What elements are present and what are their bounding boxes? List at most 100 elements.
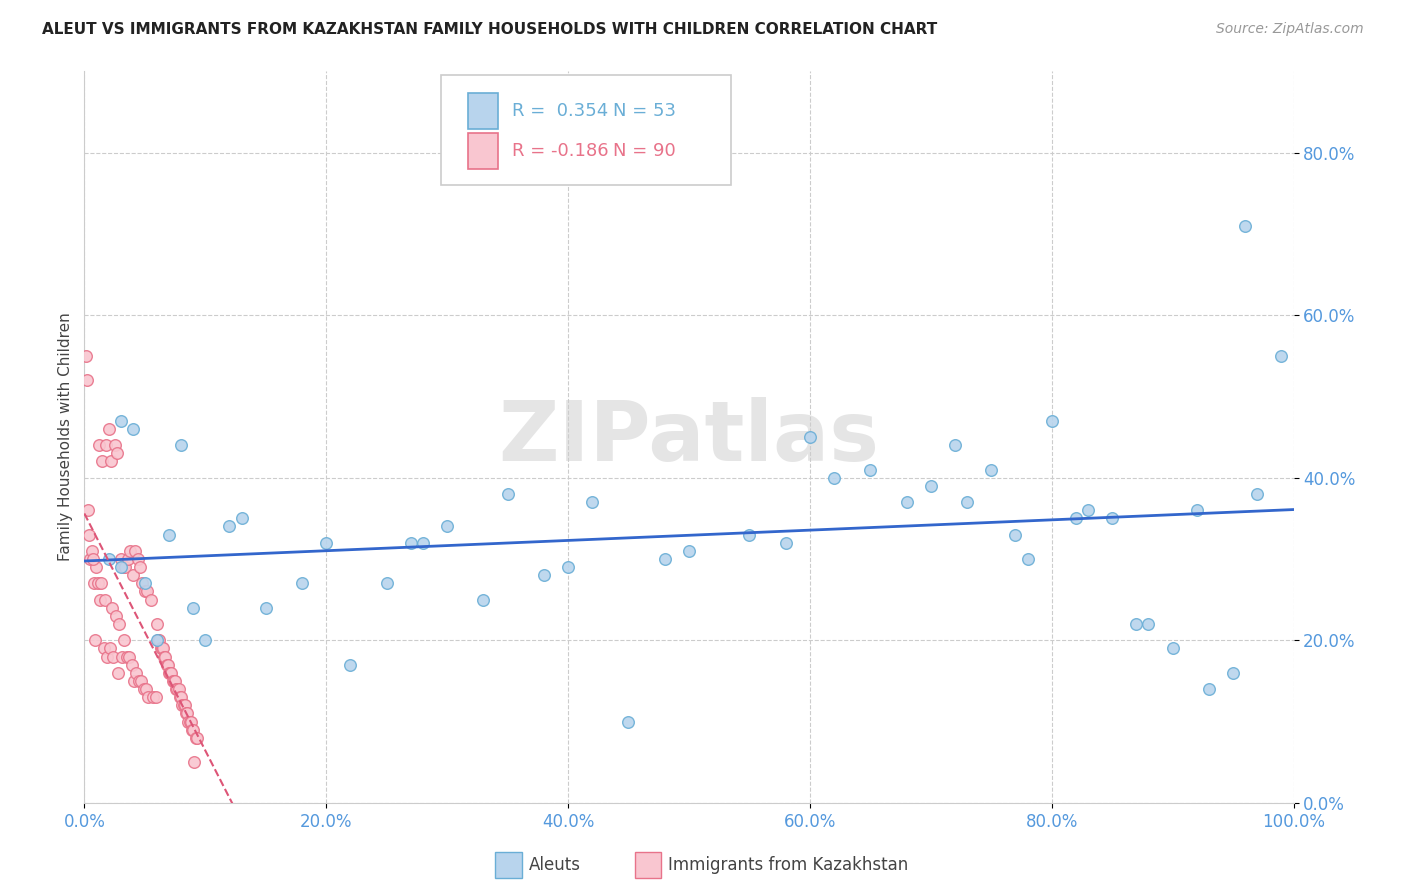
Text: ALEUT VS IMMIGRANTS FROM KAZAKHSTAN FAMILY HOUSEHOLDS WITH CHILDREN CORRELATION : ALEUT VS IMMIGRANTS FROM KAZAKHSTAN FAMI… (42, 22, 938, 37)
Point (1246, 487, 1268, 501)
Text: Source: ZipAtlas.com: Source: ZipAtlas.com (1216, 22, 1364, 37)
Point (125, 665, 148, 680)
Point (231, 511, 253, 525)
Point (112, 560, 135, 574)
Point (1234, 219, 1257, 233)
Point (181, 600, 204, 615)
Point (173, 698, 195, 713)
Point (339, 657, 361, 672)
Point (156, 657, 179, 672)
Point (129, 673, 152, 688)
Point (93, 641, 115, 656)
Point (496, 487, 519, 501)
Point (920, 479, 942, 493)
Point (472, 592, 495, 607)
Point (76, 373, 98, 387)
Point (91, 454, 114, 468)
Point (115, 649, 138, 664)
Point (315, 535, 337, 549)
Point (118, 649, 141, 664)
Text: ZIPatlas: ZIPatlas (499, 397, 879, 477)
Point (1064, 511, 1087, 525)
Point (89, 592, 111, 607)
Point (129, 560, 152, 574)
Point (155, 657, 177, 672)
Point (399, 535, 422, 549)
Point (145, 690, 167, 705)
Point (124, 544, 146, 558)
Point (254, 600, 277, 615)
Point (159, 665, 181, 680)
Point (127, 552, 149, 566)
Point (134, 584, 156, 599)
Point (617, 714, 640, 729)
Point (177, 714, 200, 729)
Point (105, 446, 128, 460)
Point (104, 438, 127, 452)
Point (1137, 617, 1160, 632)
Point (181, 723, 204, 737)
Point (77, 527, 100, 541)
Point (153, 649, 176, 664)
Point (163, 673, 186, 688)
Point (80, 544, 103, 558)
Point (179, 714, 201, 729)
Point (110, 552, 132, 566)
Point (823, 471, 845, 485)
Point (142, 690, 165, 705)
Text: Immigrants from Kazakhstan: Immigrants from Kazakhstan (668, 856, 908, 874)
Point (775, 535, 797, 549)
Text: N = 90: N = 90 (613, 142, 675, 160)
Point (173, 698, 195, 713)
Point (186, 731, 208, 745)
Point (104, 608, 127, 623)
Point (896, 495, 918, 509)
Point (122, 673, 145, 688)
Point (117, 552, 139, 566)
Text: R = -0.186: R = -0.186 (512, 142, 609, 160)
Point (956, 495, 979, 509)
Point (172, 698, 194, 713)
Point (738, 527, 761, 541)
Point (97, 422, 120, 436)
Point (120, 544, 142, 558)
Point (135, 681, 157, 696)
Point (79, 552, 101, 566)
Point (183, 755, 205, 769)
Point (980, 462, 1002, 476)
Point (859, 462, 882, 476)
Point (1222, 665, 1244, 680)
Point (121, 657, 143, 672)
Point (146, 633, 169, 648)
Point (1004, 527, 1026, 541)
Point (112, 633, 135, 648)
Point (170, 438, 193, 452)
Point (436, 519, 458, 533)
Point (100, 454, 122, 468)
Point (107, 665, 129, 680)
Point (1161, 641, 1184, 656)
Point (1077, 503, 1099, 517)
Point (167, 681, 190, 696)
Point (87, 438, 110, 452)
Point (799, 430, 821, 444)
Point (77, 503, 100, 517)
Point (1017, 552, 1039, 566)
Point (162, 673, 184, 688)
Point (155, 649, 177, 664)
Point (654, 552, 676, 566)
Bar (495, 852, 522, 878)
FancyBboxPatch shape (468, 133, 498, 169)
Y-axis label: Family Households with Children: Family Households with Children (58, 313, 73, 561)
Point (184, 731, 207, 745)
Point (180, 714, 202, 729)
Point (94, 592, 117, 607)
Point (1101, 511, 1123, 525)
Point (150, 641, 173, 656)
Point (110, 560, 132, 574)
Point (194, 633, 217, 648)
Point (84, 633, 107, 648)
Point (121, 422, 143, 436)
Point (412, 535, 434, 549)
Text: R =  0.354: R = 0.354 (512, 102, 609, 120)
